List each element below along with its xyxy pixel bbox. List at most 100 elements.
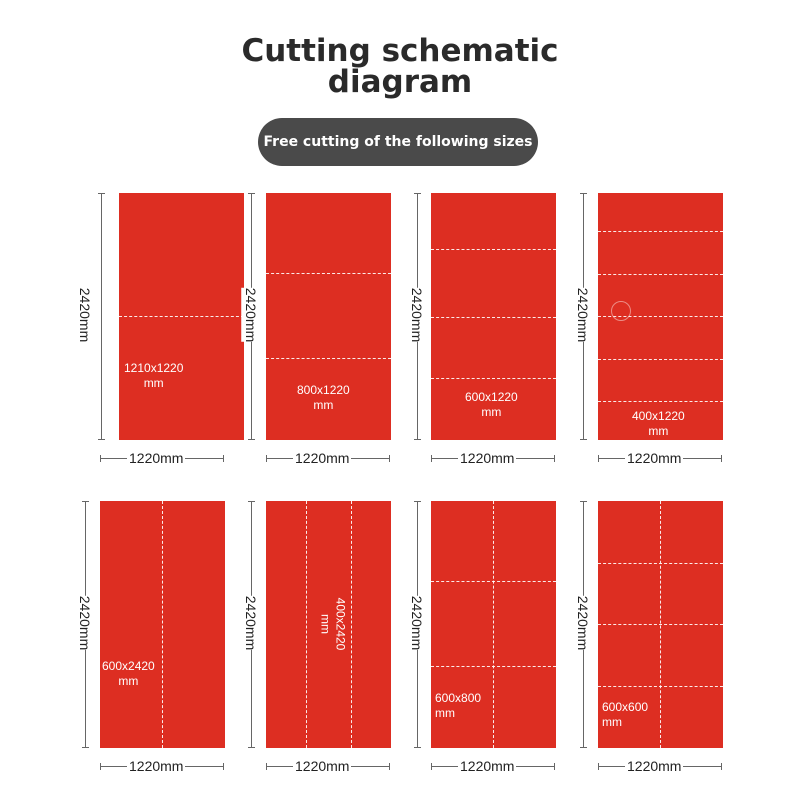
width-dimension-tick (389, 763, 390, 770)
piece-size-value: 600x2420 (102, 659, 155, 673)
width-dimension-tick (598, 763, 599, 770)
cut-line (431, 581, 556, 582)
watermark-logo-icon (611, 301, 631, 321)
height-dimension-tick (414, 439, 421, 440)
board-panel: 1210x1220 mm (119, 193, 244, 440)
piece-size-label: 600x2420 mm (102, 659, 155, 689)
piece-size-unit: mm (318, 614, 333, 634)
cut-line (306, 501, 307, 748)
height-dimension-tick (580, 501, 587, 502)
height-dimension-line (101, 193, 102, 440)
piece-size-label: 800x1220 mm (297, 383, 350, 413)
height-dimension-tick (414, 501, 421, 502)
width-dimension-label: 1220mm (127, 758, 186, 774)
board-panel: 600x600 mm (598, 501, 723, 748)
width-dimension-tick (100, 763, 101, 770)
width-dimension-tick (389, 455, 390, 462)
cut-line (431, 317, 556, 318)
piece-size-unit: mm (602, 715, 622, 729)
piece-size-value: 400x1220 (632, 409, 685, 423)
piece-size-value: 800x1220 (297, 383, 350, 397)
board-panel: 400x2420 mm (266, 501, 391, 748)
piece-size-unit: mm (118, 674, 139, 688)
height-dimension-tick (248, 747, 255, 748)
cut-line (598, 624, 723, 625)
height-dimension-tick (82, 747, 89, 748)
board-panel: 800x1220 mm (266, 193, 391, 440)
height-dimension-tick (248, 193, 255, 194)
cut-line (431, 249, 556, 250)
width-dimension-label: 1220mm (293, 450, 352, 466)
cut-line (162, 501, 163, 748)
piece-size-label: 600x800 mm (435, 691, 481, 721)
cut-line (598, 563, 723, 564)
piece-size-value: 1210x1220 (124, 361, 184, 375)
height-dimension-label: 2420mm (241, 595, 262, 651)
height-dimension-tick (580, 747, 587, 748)
width-dimension-label: 1220mm (293, 758, 352, 774)
width-dimension-tick (223, 763, 224, 770)
height-dimension-label: 2420mm (75, 595, 96, 651)
cut-line (431, 666, 556, 667)
height-dimension-label: 2420mm (241, 287, 262, 343)
width-dimension-tick (266, 763, 267, 770)
height-dimension-label: 2420mm (75, 287, 96, 343)
title-line-1: Cutting schematic (241, 33, 559, 69)
height-dimension-tick (248, 439, 255, 440)
board-panel: 400x1220 mm (598, 193, 723, 440)
piece-size-label: 400x2420 mm (317, 598, 347, 651)
board-panel: 600x2420 mm (100, 501, 225, 748)
width-dimension-label: 1220mm (458, 758, 517, 774)
piece-size-unit: mm (143, 376, 164, 390)
width-dimension-tick (266, 455, 267, 462)
piece-size-label: 1210x1220 mm (124, 361, 183, 391)
height-dimension-label: 2420mm (573, 595, 594, 651)
height-dimension-label: 2420mm (407, 595, 428, 651)
cut-line (493, 501, 494, 748)
width-dimension-tick (598, 455, 599, 462)
height-dimension-tick (414, 193, 421, 194)
subtitle-pill: Free cutting of the following sizes (258, 118, 538, 166)
width-dimension-label: 1220mm (625, 758, 684, 774)
width-dimension-tick (721, 763, 722, 770)
piece-size-unit: mm (435, 706, 455, 720)
piece-size-value: 600x600 (602, 700, 649, 714)
piece-size-label: 600x1220 mm (465, 390, 518, 420)
height-dimension-tick (248, 501, 255, 502)
piece-size-value: 400x2420 (333, 597, 348, 651)
cut-line (266, 358, 391, 359)
width-dimension-tick (431, 455, 432, 462)
width-dimension-label: 1220mm (625, 450, 684, 466)
cut-line (598, 401, 723, 402)
height-dimension-tick (82, 501, 89, 502)
piece-size-unit: mm (313, 398, 334, 412)
width-dimension-tick (431, 763, 432, 770)
cut-line (431, 378, 556, 379)
title-line-2: diagram (327, 64, 473, 100)
height-dimension-label: 2420mm (573, 287, 594, 343)
cut-line (266, 273, 391, 274)
piece-size-label: 400x1220 mm (632, 409, 685, 439)
piece-size-unit: mm (648, 424, 669, 438)
height-dimension-tick (580, 439, 587, 440)
piece-size-unit: mm (481, 405, 502, 419)
width-dimension-tick (554, 763, 555, 770)
height-dimension-tick (98, 193, 105, 194)
cut-line (598, 274, 723, 275)
height-dimension-tick (414, 747, 421, 748)
width-dimension-tick (554, 455, 555, 462)
cut-line (119, 316, 244, 317)
piece-size-value: 600x1220 (465, 390, 518, 404)
cut-line (598, 359, 723, 360)
cut-line (598, 231, 723, 232)
width-dimension-tick (223, 455, 224, 462)
height-dimension-label: 2420mm (407, 287, 428, 343)
piece-size-value: 600x800 (435, 691, 482, 705)
board-panel: 600x1220 mm (431, 193, 556, 440)
width-dimension-label: 1220mm (127, 450, 186, 466)
board-panel: 600x800 mm (431, 501, 556, 748)
width-dimension-tick (100, 455, 101, 462)
cut-line (351, 501, 352, 748)
height-dimension-tick (98, 439, 105, 440)
cut-line (598, 686, 723, 687)
